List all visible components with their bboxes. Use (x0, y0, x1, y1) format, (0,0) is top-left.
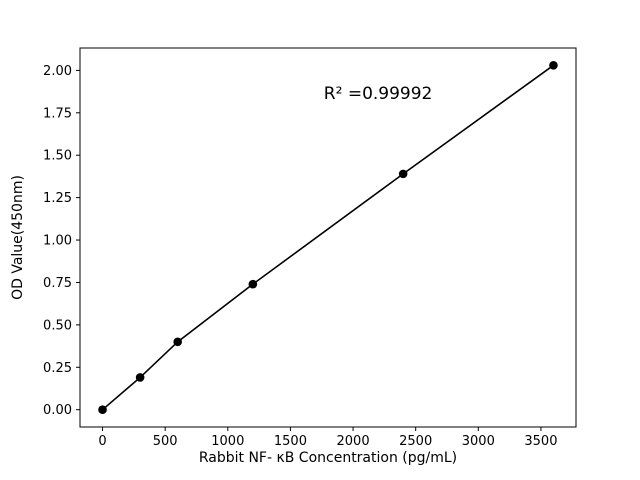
x-axis-label: Rabbit NF- κB Concentration (pg/mL) (199, 450, 457, 466)
y-tick-label: 0.00 (43, 403, 72, 418)
data-point (398, 169, 408, 179)
y-tick-label: 0.75 (43, 276, 72, 291)
y-tick-label: 0.50 (43, 318, 72, 333)
y-tick-label: 1.00 (43, 234, 72, 249)
y-tick-label: 1.25 (43, 191, 72, 206)
x-tick-label: 1000 (211, 434, 244, 449)
r-squared-annotation: R² =0.99992 (324, 84, 433, 104)
y-tick-label: 0.25 (43, 361, 72, 376)
y-tick-label: 1.75 (43, 106, 72, 121)
plot-border (79, 47, 577, 428)
y-tick-label: 1.50 (43, 149, 72, 164)
x-tick-label: 500 (153, 434, 178, 449)
data-point (135, 373, 145, 382)
x-tick-label: 2000 (337, 434, 370, 449)
y-tick-label: 2.00 (43, 64, 72, 79)
x-tick-label: 3000 (462, 434, 495, 449)
y-axis-label: OD Value(450nm) (10, 175, 26, 300)
fit-line (102, 64, 554, 411)
data-point (248, 279, 258, 289)
x-tick-label: 0 (98, 434, 106, 449)
data-point (173, 337, 182, 347)
x-tick-label: 3500 (524, 434, 557, 449)
x-tick-label: 1500 (274, 434, 307, 449)
data-point (549, 61, 558, 70)
x-tick-label: 2500 (399, 434, 432, 449)
data-point (98, 405, 107, 414)
